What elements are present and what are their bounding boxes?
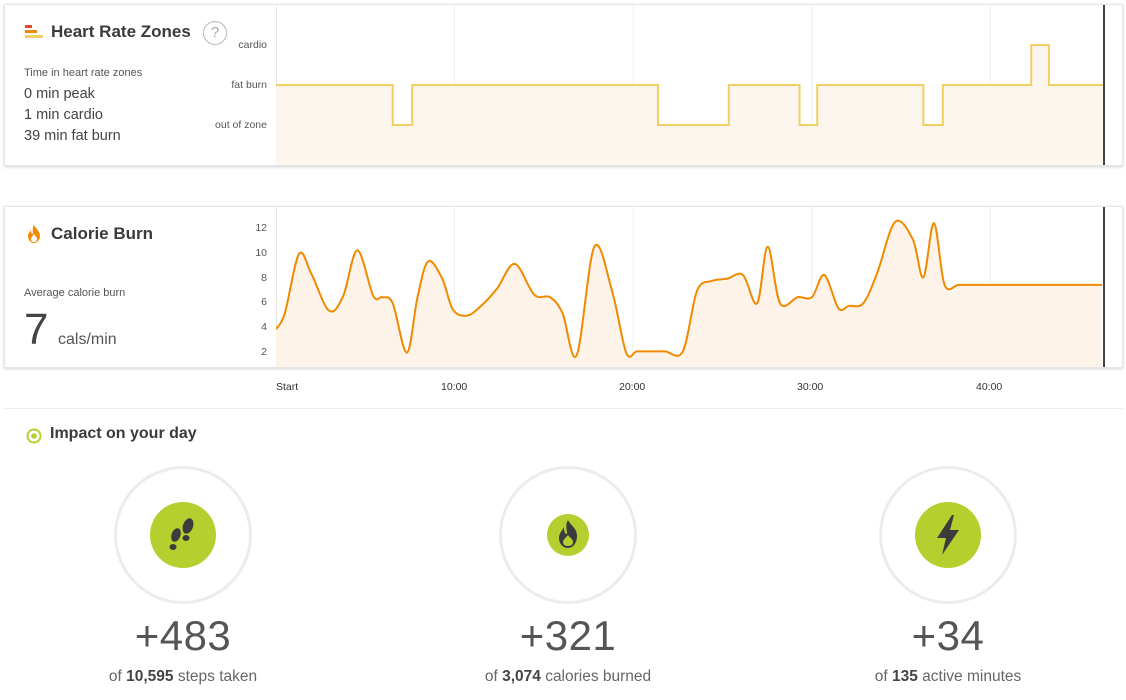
- calories-suffix: calories burned: [545, 668, 652, 685]
- calorie-burn-card: Calorie Burn Average calorie burn 7 cals…: [4, 206, 1123, 368]
- steps-prefix: of: [108, 668, 122, 685]
- section-divider: [4, 408, 1123, 409]
- heart-rate-summary: Heart Rate Zones ? Time in heart rate zo…: [5, 5, 276, 165]
- active-minutes-value: +34: [911, 612, 985, 659]
- x-tick-30: 30:00: [797, 381, 824, 393]
- fat-burn-minutes: 39 min fat burn: [24, 128, 121, 144]
- footsteps-icon: [150, 502, 216, 568]
- flame-icon: [547, 514, 589, 556]
- peak-minutes: 0 min peak: [24, 86, 95, 102]
- calorie-subtitle: Average calorie burn: [24, 287, 126, 299]
- calories-total: 3,074: [502, 668, 541, 685]
- calorie-title: Calorie Burn: [51, 224, 154, 243]
- zone-label-out-of-zone: out of zone: [215, 119, 267, 131]
- x-tick-20: 20:00: [619, 381, 646, 393]
- flame-icon: [28, 225, 40, 243]
- target-icon: [26, 428, 42, 444]
- calorie-burn-chart: [276, 207, 1105, 367]
- steps-caption: of 10,595 steps taken: [33, 668, 333, 686]
- heart-rate-zones-icon: [25, 25, 43, 38]
- cardio-minutes: 1 min cardio: [24, 107, 103, 123]
- y-tick-label: 4: [261, 321, 267, 333]
- steps-value: +483: [134, 612, 232, 659]
- calorie-summary: Calorie Burn Average calorie burn 7 cals…: [5, 207, 276, 367]
- calories-prefix: of: [484, 668, 498, 685]
- y-tick-label: 12: [255, 222, 267, 235]
- calorie-area: [276, 220, 1102, 367]
- average-calorie-value: 7: [24, 305, 49, 354]
- active-minutes-caption: of 135 active minutes: [798, 668, 1098, 686]
- steps-ring: [114, 466, 252, 604]
- zone-label-fat-burn: fat burn: [231, 79, 267, 91]
- x-tick-10: 10:00: [441, 381, 468, 393]
- y-tick-label: 2: [261, 345, 267, 358]
- zone-label-cardio: cardio: [238, 39, 267, 51]
- active-minutes-prefix: of: [874, 668, 888, 685]
- impact-title: Impact on your day: [50, 425, 197, 442]
- heart-rate-area: [276, 45, 1104, 165]
- calorie-series: [276, 219, 1102, 358]
- help-icon[interactable]: ?: [203, 21, 227, 45]
- heart-rate-title: Heart Rate Zones: [51, 22, 191, 41]
- heart-rate-zones-card: Heart Rate Zones ? Time in heart rate zo…: [4, 4, 1123, 166]
- x-tick-start: Start: [276, 381, 299, 393]
- active-minutes-total: 135: [891, 668, 918, 685]
- calories-ring: [499, 466, 637, 604]
- y-tick-label: 6: [261, 296, 267, 309]
- active-minutes-ring: [879, 466, 1017, 604]
- heart-rate-subtitle: Time in heart rate zones: [24, 67, 143, 79]
- steps-suffix: steps taken: [177, 668, 258, 685]
- active-minutes-suffix: active minutes: [922, 668, 1022, 685]
- heart-rate-series: [276, 44, 1104, 126]
- calories-caption: of 3,074 calories burned: [418, 668, 718, 686]
- calorie-unit: cals/min: [58, 331, 117, 348]
- calories-value: +321: [519, 612, 617, 659]
- steps-total: 10,595: [126, 668, 174, 685]
- y-tick-label: 10: [255, 247, 267, 259]
- x-tick-40: 40:00: [976, 381, 1003, 393]
- heart-rate-zones-chart: [276, 5, 1105, 165]
- lightning-icon: [915, 502, 981, 568]
- y-tick-label: 8: [261, 271, 267, 284]
